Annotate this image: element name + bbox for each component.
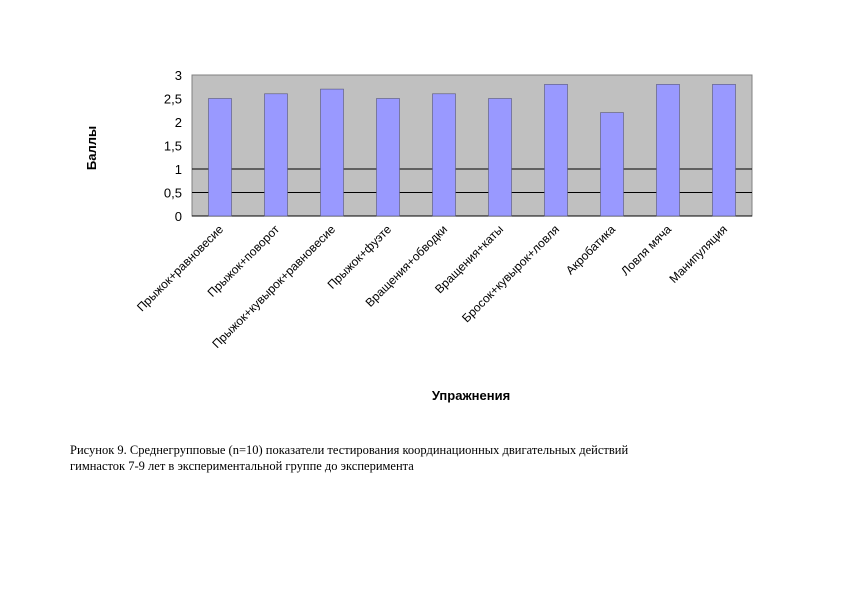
- y-tick-label: 1,5: [164, 139, 182, 154]
- bar: [320, 88, 344, 217]
- x-tick-label: Акробатика: [563, 222, 618, 277]
- y-tick-label: 2: [175, 115, 182, 130]
- y-axis-title: Баллы: [84, 126, 99, 170]
- figure-caption: Рисунок 9. Среднегрупповые (n=10) показа…: [70, 442, 770, 474]
- caption-line-1: Рисунок 9. Среднегрупповые (n=10) показа…: [70, 443, 629, 457]
- y-axis-ticks: 0 0,5 1 1,5 2 2,5 3: [164, 68, 182, 224]
- x-tick-label: Прыжок+кувырок+равновесие: [209, 222, 338, 351]
- y-tick-label: 0,5: [164, 186, 182, 201]
- y-tick-label: 3: [175, 68, 182, 83]
- bar: [544, 84, 568, 217]
- bar: [656, 84, 680, 217]
- bar-chart: 0 0,5 1 1,5 2 2,5 3 Прыжок+равновесиеПрыжок+по…: [84, 68, 753, 403]
- y-tick-label: 0: [175, 209, 182, 224]
- bar: [208, 98, 232, 217]
- bars: [208, 84, 736, 217]
- x-tick-label: Ловля мяча: [618, 222, 674, 278]
- x-axis-ticks: Прыжок+равновесиеПрыжок+поворотПрыжок+ку…: [134, 222, 730, 351]
- x-axis-title: Упражнения: [432, 388, 510, 403]
- bar: [712, 84, 736, 217]
- bar: [600, 112, 624, 217]
- x-tick-label: Манипуляция: [667, 222, 731, 286]
- bar: [264, 93, 288, 217]
- y-tick-label: 1: [175, 162, 182, 177]
- x-tick-label: Бросок+кувырок+ловля: [459, 222, 562, 325]
- bar: [376, 98, 400, 217]
- bar: [432, 93, 456, 217]
- caption-line-2: гимнасток 7-9 лет в экспериментальной гр…: [70, 459, 414, 473]
- bar: [488, 98, 512, 217]
- x-tick-label: Прыжок+равновесие: [134, 222, 226, 314]
- y-tick-label: 2,5: [164, 92, 182, 107]
